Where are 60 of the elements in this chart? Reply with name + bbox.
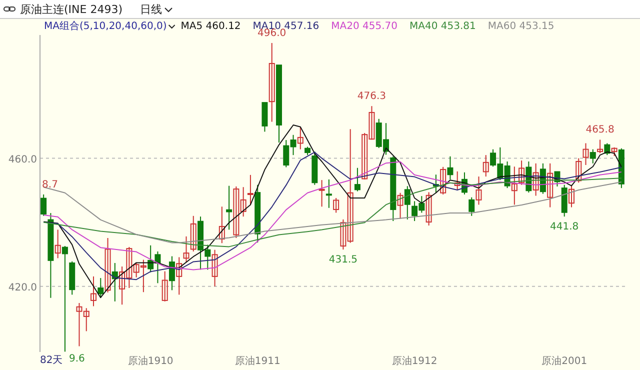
candlestick (532, 162, 539, 196)
x-tick-label: 原油1910 (128, 355, 174, 367)
x-tick-label: 原油1911 (234, 355, 280, 367)
candlestick (226, 185, 232, 230)
y-tick-label: 460.0 (8, 154, 37, 166)
candlestick (440, 166, 446, 195)
candlestick (162, 270, 168, 302)
candlestick (90, 276, 97, 307)
annotation: 8.7 (42, 179, 58, 190)
candlestick (468, 196, 475, 216)
text: MA组合(5,10,20,40,60,0) (44, 20, 167, 32)
text: MA20 455.70 (331, 21, 398, 32)
candlestick (426, 192, 432, 226)
text: MA60 453.15 (488, 21, 554, 32)
y-tick-label: 420.0 (8, 282, 37, 294)
candlestick (597, 139, 604, 154)
candlestick (590, 148, 596, 164)
candlestick (454, 170, 460, 190)
annotation: 431.5 (328, 254, 358, 266)
annotation: 476.3 (357, 91, 386, 102)
candlestick (326, 178, 332, 208)
candlestick (547, 162, 554, 208)
x-tick-label: 原油1912 (392, 355, 438, 367)
candlestick (511, 166, 518, 206)
candlestick (168, 256, 175, 291)
text: MA5 460.12 (180, 21, 241, 32)
candlestick (582, 142, 589, 166)
candlestick (476, 176, 482, 206)
chart-title: 原油主连(INE 2493) (20, 3, 122, 16)
candlestick (176, 256, 182, 296)
candlestick (297, 126, 304, 150)
text: MA40 453.81 (410, 21, 476, 32)
candlestick (104, 238, 111, 293)
text: 9.6 (68, 354, 85, 365)
candlestick (98, 278, 104, 298)
candlestick (518, 160, 525, 186)
candlestick (183, 236, 190, 263)
candlestick (333, 197, 340, 214)
annotation: 441.8 (550, 222, 579, 233)
candlestick (318, 180, 325, 208)
candlestick (576, 158, 582, 184)
candlestick (40, 194, 47, 216)
candlestick (247, 174, 254, 206)
candlestick (62, 246, 68, 352)
candlestick (218, 206, 225, 244)
candlestick (397, 192, 404, 220)
x-tick-label: 原油2001 (542, 355, 588, 367)
candlestick (354, 167, 360, 192)
chart-subtitle: 日线 (140, 3, 162, 16)
candlestick (447, 156, 454, 180)
candlestick (568, 184, 574, 208)
candlestick (482, 154, 489, 178)
candlestick (54, 229, 61, 259)
candlestick (212, 249, 218, 287)
candlestick (404, 186, 410, 220)
candlestick (190, 215, 196, 252)
text: 82天 (40, 355, 63, 366)
candlestick (268, 42, 275, 122)
candlestick (262, 102, 268, 132)
annotation: 465.8 (586, 124, 614, 136)
